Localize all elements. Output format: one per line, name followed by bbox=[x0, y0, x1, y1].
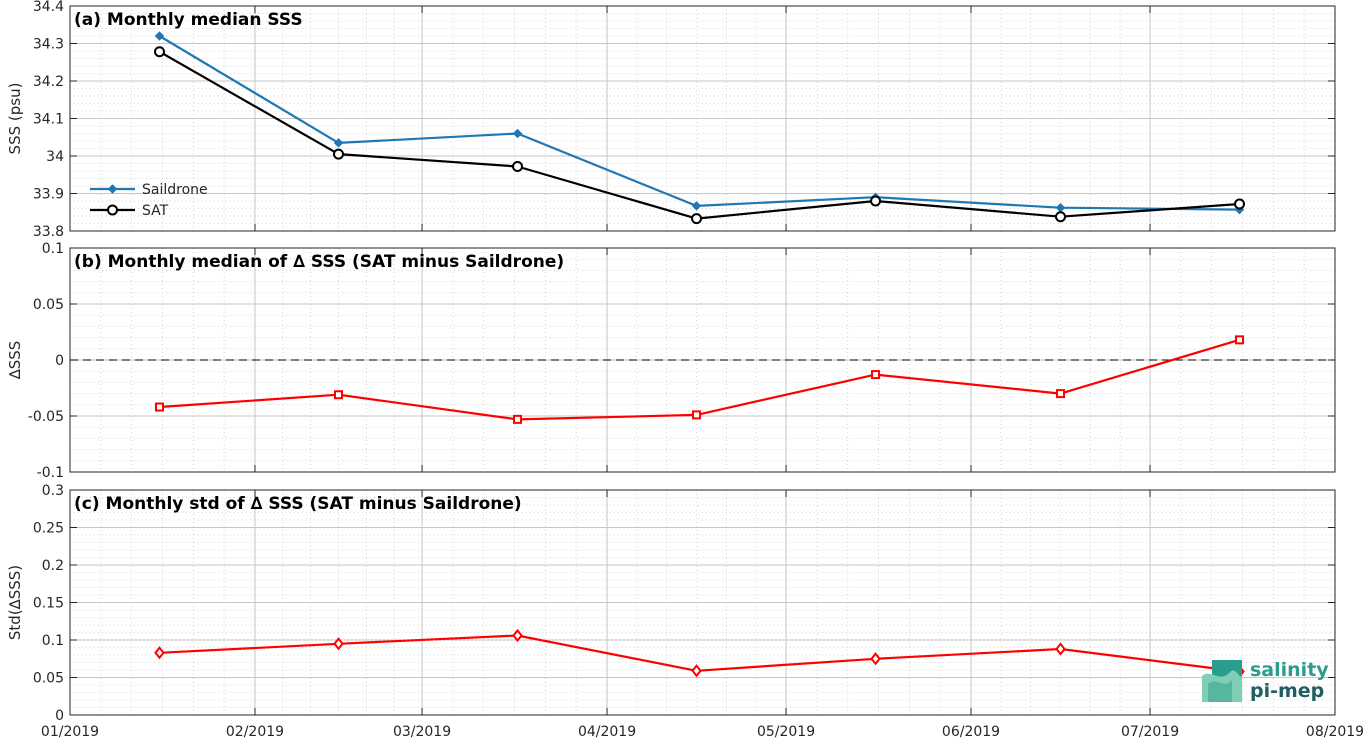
series-sat bbox=[154, 46, 1246, 225]
series-line-1 bbox=[155, 335, 1245, 424]
major-grid bbox=[69, 5, 1336, 232]
y-tick-label: 0 bbox=[55, 708, 64, 724]
y-tick-label: 33.8 bbox=[33, 224, 64, 240]
logo-emblem-icon bbox=[1202, 660, 1242, 702]
data-point bbox=[691, 664, 702, 678]
x-tick-label: 07/2019 bbox=[1121, 724, 1179, 740]
y-tick-label: 0 bbox=[55, 353, 64, 369]
data-point bbox=[1055, 642, 1066, 656]
data-point bbox=[871, 370, 881, 380]
data-point bbox=[513, 414, 523, 424]
data-point bbox=[107, 204, 118, 216]
y-tick-label: 0.2 bbox=[42, 558, 64, 574]
y-tick-label: -0.1 bbox=[37, 465, 64, 481]
legend-label: Saildrone bbox=[142, 182, 208, 198]
x-tick-label: 04/2019 bbox=[578, 724, 636, 740]
data-point bbox=[333, 138, 344, 148]
major-grid bbox=[69, 489, 1336, 716]
y-tick-label: 0.05 bbox=[33, 297, 64, 313]
data-point bbox=[870, 195, 882, 207]
panel-a: 33.8 33.9 34 34.1 34.2 34.3 34.4 SSS (psu) (a) M… bbox=[6, 0, 1336, 240]
y-tick-label: 34.3 bbox=[33, 37, 64, 53]
x-tick-label: 06/2019 bbox=[942, 724, 1000, 740]
y-tick-label: 34.4 bbox=[33, 0, 64, 15]
data-point bbox=[1056, 389, 1066, 399]
data-point bbox=[1055, 211, 1067, 223]
y-tick-label: 0.25 bbox=[33, 521, 64, 537]
y-tick-label: 0.1 bbox=[42, 633, 64, 649]
panel-c: 0 0.05 0.1 0.15 0.2 0.25 0.3 Std(∆SSS) (c) Month… bbox=[6, 483, 1336, 724]
y-tick-label: 0.05 bbox=[33, 671, 64, 687]
series-line bbox=[158, 35, 1240, 211]
data-point bbox=[333, 637, 344, 651]
data-point bbox=[154, 646, 165, 660]
x-tick-label: 02/2019 bbox=[226, 724, 284, 740]
x-tick-label: 03/2019 bbox=[393, 724, 451, 740]
data-point bbox=[154, 31, 165, 41]
series-line bbox=[159, 338, 1240, 421]
data-point bbox=[1055, 203, 1066, 213]
y-tick-label: 33.9 bbox=[33, 187, 64, 203]
panels: 33.8 33.9 34 34.1 34.2 34.3 34.4 SSS (psu) (a) M… bbox=[6, 0, 1364, 740]
data-point bbox=[1235, 335, 1245, 345]
data-point bbox=[1234, 198, 1246, 210]
y-tick-label: 0.1 bbox=[42, 241, 64, 257]
y-tick-label: -0.05 bbox=[28, 409, 64, 425]
x-tick-label: 01/2019 bbox=[41, 724, 99, 740]
y-axis-label: Std(∆SSS) bbox=[6, 565, 24, 640]
series-saildrone bbox=[154, 31, 1245, 215]
salinity-pi-mep-logo: salinity pi-mep bbox=[1202, 659, 1329, 702]
y-tick-label: 34 bbox=[46, 149, 64, 165]
data-point bbox=[333, 148, 345, 160]
data-point bbox=[154, 46, 166, 58]
data-point bbox=[155, 402, 165, 412]
legend-label: SAT bbox=[142, 203, 169, 219]
data-point bbox=[691, 201, 702, 211]
panel-title: (a) Monthly median SSS bbox=[74, 10, 303, 30]
y-tick-label: 0.15 bbox=[33, 596, 64, 612]
logo-line1: salinity bbox=[1250, 659, 1329, 681]
data-point bbox=[107, 184, 118, 194]
panel-b: -0.1 -0.05 0 0.05 0.1 ∆SSS (b) Monthly median … bbox=[6, 241, 1336, 481]
panel-title: (b) Monthly median of ∆ SSS (SAT minus S… bbox=[74, 252, 564, 272]
data-point bbox=[512, 628, 523, 643]
data-point bbox=[512, 161, 524, 172]
legend: Saildrone SAT bbox=[90, 182, 208, 219]
y-tick-label: 34.1 bbox=[33, 112, 64, 128]
tick-marks bbox=[69, 489, 1336, 716]
data-point bbox=[512, 128, 523, 139]
data-point bbox=[692, 410, 702, 420]
x-tick-label: 08/2019 bbox=[1306, 724, 1364, 740]
logo-line2: pi-mep bbox=[1250, 680, 1324, 702]
data-point bbox=[691, 213, 703, 225]
y-tick-label: 34.2 bbox=[33, 74, 64, 90]
y-axis-label: SSS (psu) bbox=[6, 83, 24, 155]
tick-marks bbox=[69, 5, 1336, 232]
y-axis-label: ∆SSS bbox=[6, 341, 24, 381]
series-line bbox=[159, 634, 1240, 673]
x-tick-label: 05/2019 bbox=[757, 724, 815, 740]
data-point bbox=[334, 390, 344, 400]
y-tick-label: 0.3 bbox=[42, 483, 64, 499]
panel-title: (c) Monthly std of ∆ SSS (SAT minus Sail… bbox=[74, 494, 522, 514]
data-point bbox=[870, 652, 881, 666]
